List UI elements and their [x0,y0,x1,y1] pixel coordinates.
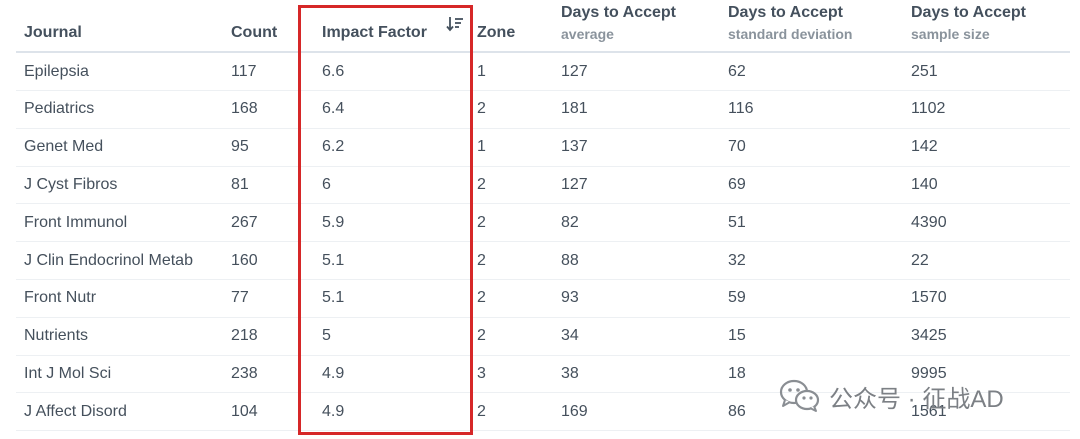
column-header-journal[interactable]: Journal [24,24,82,41]
cell-days-sample-size: 1570 [911,289,947,307]
cell-zone: 2 [477,175,486,193]
cell-count: 267 [231,213,258,231]
table-row[interactable]: Front Immunol 267 5.9 2 82 51 4390 [16,204,1070,243]
cell-count: 160 [231,251,258,269]
cell-impact-factor: 6.6 [322,62,345,80]
column-subheader-standard-deviation: standard deviation [728,26,853,42]
table-header-row: Journal Count Impact Factor Zone Days to… [16,0,1070,53]
cell-journal: Pediatrics [24,100,95,118]
cell-count: 117 [231,62,257,80]
cell-count: 168 [231,100,258,118]
cell-days-sample-size: 1102 [911,100,946,118]
table-row[interactable]: Front Nutr 77 5.1 2 93 59 1570 [16,280,1070,318]
column-header-days-sd[interactable]: Days to Accept [728,4,843,21]
cell-days-sd: 32 [728,251,746,269]
cell-days-sample-size: 140 [911,175,938,193]
cell-journal: J Clin Endocrinol Metab [24,251,193,269]
cell-days-sample-size: 4390 [911,213,947,231]
cell-days-average: 137 [561,138,588,156]
column-header-zone[interactable]: Zone [477,24,516,41]
cell-days-sample-size: 22 [911,251,929,269]
cell-days-sample-size: 1561 [911,402,947,420]
table-row[interactable]: J Cyst Fibros 81 6 2 127 69 140 [16,166,1070,205]
sort-descending-icon[interactable] [446,15,464,33]
cell-days-average: 169 [561,402,588,420]
table-row[interactable]: Epilepsia 117 6.6 1 127 62 251 [16,53,1070,91]
cell-journal: Epilepsia [24,62,89,80]
cell-journal: J Affect Disord [24,402,127,420]
cell-days-sd: 116 [728,100,754,118]
cell-count: 238 [231,364,258,382]
table-row[interactable]: Nutrients 218 5 2 34 15 3425 [16,318,1070,356]
cell-days-average: 93 [561,289,579,307]
cell-zone: 1 [477,62,486,80]
cell-journal: J Cyst Fibros [24,175,118,193]
cell-impact-factor: 5 [322,327,331,345]
cell-count: 218 [231,327,258,345]
cell-journal: Nutrients [24,327,89,345]
cell-journal: Int J Mol Sci [24,364,112,382]
cell-days-average: 88 [561,251,579,269]
table-row[interactable]: J Clin Endocrinol Metab 160 5.1 2 88 32 22 [16,242,1070,280]
column-subheader-sample-size: sample size [911,26,990,42]
cell-zone: 2 [477,213,486,231]
cell-days-average: 82 [561,213,579,231]
cell-zone: 2 [477,402,486,420]
cell-days-sd: 86 [728,402,746,420]
cell-impact-factor: 4.9 [322,402,345,420]
table-row[interactable]: J Affect Disord 104 4.9 2 169 86 1561 [16,393,1070,432]
cell-count: 104 [231,402,258,420]
cell-journal: Genet Med [24,138,104,156]
cell-impact-factor: 4.9 [322,364,345,382]
cell-days-average: 127 [561,62,588,80]
cell-journal: Front Immunol [24,213,128,231]
cell-impact-factor: 5.1 [322,289,345,307]
cell-zone: 3 [477,364,486,382]
cell-days-sample-size: 142 [911,138,938,156]
cell-zone: 2 [477,100,486,118]
cell-count: 95 [231,138,249,156]
watermark: 公众号 · 征战AD [779,378,1004,414]
cell-days-sd: 51 [728,213,746,231]
cell-days-average: 34 [561,327,579,345]
column-subheader-average: average [561,26,614,42]
table-row[interactable]: Pediatrics 168 6.4 2 181 116 1102 [16,91,1070,129]
cell-zone: 2 [477,327,486,345]
table-row[interactable]: Genet Med 95 6.2 1 137 70 142 [16,129,1070,167]
cell-zone: 2 [477,289,486,307]
cell-days-average: 127 [561,175,588,193]
cell-days-average: 38 [561,364,579,382]
cell-days-sd: 59 [728,289,746,307]
watermark-text: 公众号 · 征战AD [829,385,1004,413]
column-header-days-sample-size[interactable]: Days to Accept [911,4,1026,21]
cell-days-average: 181 [561,100,588,118]
cell-days-sample-size: 9995 [911,364,947,382]
cell-days-sample-size: 251 [911,62,938,80]
cell-days-sd: 69 [728,175,746,193]
cell-journal: Front Nutr [24,289,97,307]
cell-impact-factor: 5.9 [322,213,345,231]
cell-impact-factor: 6.4 [322,100,345,118]
cell-count: 77 [231,289,249,307]
cell-impact-factor: 6 [322,175,331,193]
column-header-count[interactable]: Count [231,24,278,41]
cell-days-sd: 70 [728,138,746,156]
cell-zone: 2 [477,251,486,269]
cell-impact-factor: 6.2 [322,138,345,156]
cell-count: 81 [231,175,249,193]
column-header-impact-factor[interactable]: Impact Factor [322,24,427,41]
cell-impact-factor: 5.1 [322,251,345,269]
cell-zone: 1 [477,138,486,156]
column-header-days-average[interactable]: Days to Accept [561,4,676,21]
wechat-icon [779,379,820,412]
cell-days-sd: 18 [728,364,746,382]
cell-days-sample-size: 3425 [911,327,947,345]
cell-days-sd: 15 [728,327,746,345]
table-row[interactable]: Int J Mol Sci 238 4.9 3 38 18 9995 [16,355,1070,394]
cell-days-sd: 62 [728,62,746,80]
